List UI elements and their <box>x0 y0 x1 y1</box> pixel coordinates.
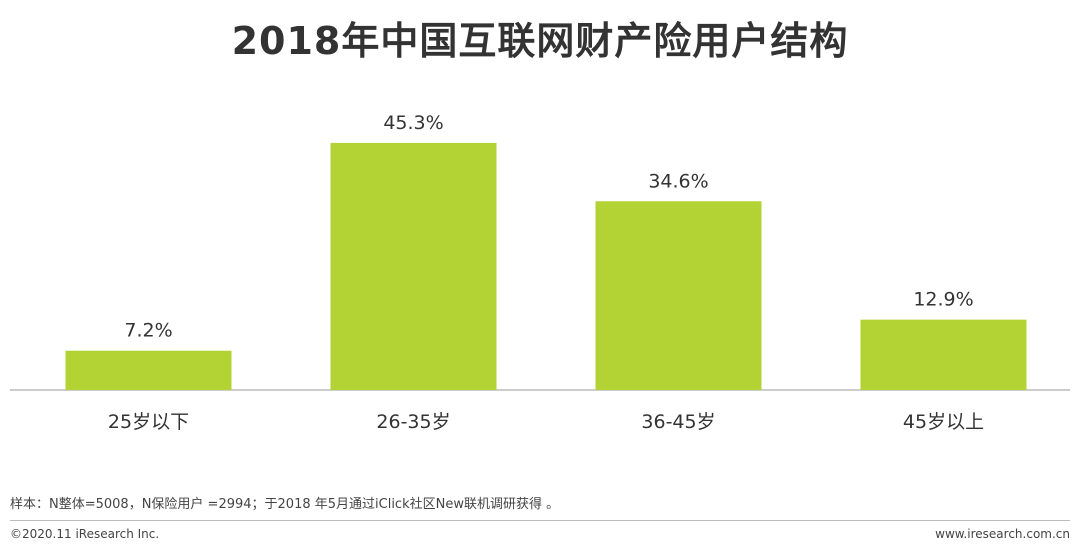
category-label-2: 26-35岁 <box>376 411 450 433</box>
bar-chart: 7.2% 25岁以下 45.3% 26-35岁 34.6% 36-45岁 12.9% 45岁以… <box>10 112 1070 433</box>
bar-4 <box>860 319 1027 390</box>
bar-2 <box>330 142 497 390</box>
data-label-3: 34.6% <box>648 170 708 192</box>
data-label-2: 45.3% <box>383 112 443 134</box>
bar-1 <box>65 350 232 390</box>
bar-3 <box>595 201 762 390</box>
category-label-1: 25岁以下 <box>108 411 189 433</box>
category-label-3: 36-45岁 <box>641 411 715 433</box>
chart-title: 2018年中国互联网财产险用户结构 <box>231 19 849 63</box>
website-link[interactable]: www.iresearch.com.cn <box>935 527 1070 541</box>
sample-note: 样本：N整体=5008，N保险用户 =2994；于2018 年5月通过iClic… <box>10 497 560 512</box>
copyright-text: ©2020.11 iResearch Inc. <box>10 527 160 541</box>
category-label-4: 45岁以上 <box>903 411 984 433</box>
data-label-1: 7.2% <box>124 320 172 342</box>
footer-divider <box>10 520 1070 521</box>
data-label-4: 12.9% <box>913 289 973 311</box>
